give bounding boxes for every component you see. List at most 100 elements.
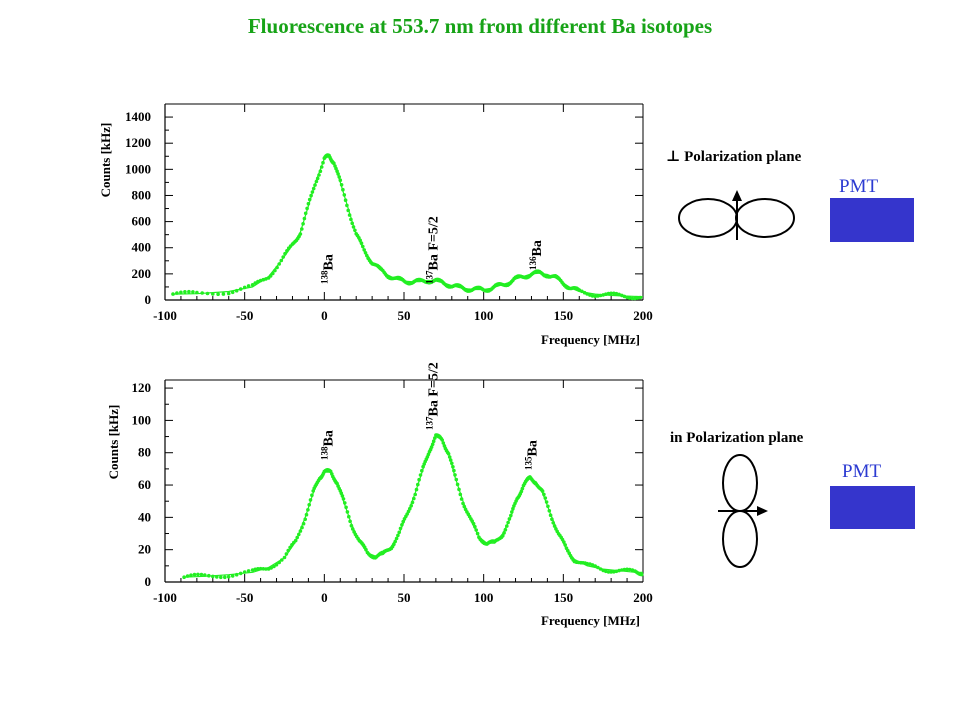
- data-point: [593, 294, 597, 299]
- data-point: [300, 227, 304, 231]
- isotope-mass-number: 137: [425, 270, 435, 284]
- data-point: [303, 211, 308, 216]
- data-point: [401, 519, 406, 524]
- data-point: [345, 510, 350, 514]
- polarization-label-top: ⊥ Polarization plane: [666, 149, 802, 165]
- data-point: [256, 279, 260, 284]
- data-point: [473, 524, 477, 529]
- y-tick-label: 0: [145, 574, 152, 589]
- data-point: [455, 482, 460, 487]
- data-point: [609, 570, 613, 574]
- x-tick-label: 200: [633, 308, 653, 323]
- data-point: [409, 504, 414, 508]
- data-point: [625, 567, 629, 572]
- y-tick-label: 800: [132, 187, 152, 202]
- data-point: [540, 489, 545, 493]
- radiation-lobe-left: [678, 198, 738, 238]
- data-point: [397, 530, 402, 535]
- data-point: [400, 523, 404, 527]
- data-point: [349, 523, 354, 528]
- data-point: [345, 203, 349, 208]
- y-axis-label: Counts [kHz]: [106, 405, 121, 480]
- radiation-lobe-lower: [722, 510, 758, 568]
- data-point: [310, 493, 314, 498]
- data-point: [273, 268, 277, 273]
- data-point: [182, 575, 186, 579]
- data-point: [195, 290, 199, 295]
- data-point: [271, 271, 275, 276]
- data-point: [200, 291, 204, 295]
- data-point: [308, 498, 313, 502]
- data-point: [238, 571, 243, 576]
- data-point: [295, 535, 300, 540]
- radiation-lobe-right: [735, 198, 795, 238]
- data-point: [272, 564, 276, 569]
- data-point: [462, 504, 467, 509]
- data-point: [300, 525, 304, 530]
- data-point: [242, 285, 247, 290]
- data-point: [306, 508, 310, 512]
- x-tick-label: 100: [474, 590, 494, 605]
- data-point: [361, 244, 365, 249]
- radiation-lobe-upper: [722, 454, 758, 512]
- isotope-name: Ba: [322, 254, 337, 270]
- y-tick-label: 60: [138, 477, 151, 492]
- data-point: [261, 567, 266, 571]
- data-point: [617, 568, 621, 573]
- fit-curve: [172, 155, 644, 298]
- data-point: [207, 573, 211, 578]
- isotope-name: Ba F=5/2: [427, 216, 442, 270]
- data-point: [234, 572, 239, 577]
- data-point: [511, 506, 515, 511]
- data-point: [234, 288, 239, 293]
- data-point: [503, 527, 508, 532]
- data-point: [562, 540, 566, 544]
- data-point: [332, 161, 336, 166]
- data-point: [509, 513, 513, 518]
- data-point: [310, 190, 315, 194]
- arrow-head-right-icon: [757, 506, 768, 516]
- data-point: [215, 575, 219, 579]
- y-tick-label: 100: [132, 412, 152, 427]
- isotope-name: Ba: [525, 440, 540, 456]
- data-point: [301, 521, 306, 526]
- data-point: [359, 241, 364, 245]
- data-point: [250, 568, 255, 572]
- data-point: [542, 492, 546, 497]
- data-point: [358, 238, 363, 243]
- data-point: [256, 567, 260, 571]
- y-tick-label: 200: [132, 266, 152, 281]
- data-point: [342, 193, 347, 197]
- data-point: [211, 574, 215, 579]
- data-point: [417, 477, 421, 482]
- data-point: [412, 496, 416, 501]
- data-point: [501, 534, 505, 538]
- peak-label: 135Ba: [523, 440, 540, 470]
- x-tick-label: 100: [474, 308, 494, 323]
- pmt-detector-bottom: [830, 486, 915, 529]
- data-point: [585, 292, 589, 296]
- data-point: [604, 292, 608, 297]
- x-tick-label: -50: [236, 590, 253, 605]
- data-point: [471, 521, 476, 526]
- data-point: [598, 293, 603, 298]
- data-point: [298, 232, 303, 236]
- data-point: [639, 572, 644, 577]
- data-point: [348, 519, 352, 524]
- data-point: [364, 547, 368, 552]
- data-point: [288, 545, 292, 550]
- data-point: [459, 497, 464, 501]
- data-point: [187, 289, 191, 294]
- data-point: [398, 526, 403, 531]
- data-point: [413, 492, 418, 497]
- data-point: [185, 574, 190, 578]
- x-tick-label: 150: [554, 308, 574, 323]
- data-point: [230, 290, 235, 295]
- data-point: [304, 512, 309, 517]
- data-point: [543, 496, 548, 500]
- data-point: [544, 500, 549, 504]
- data-point: [298, 529, 303, 533]
- data-point: [506, 520, 510, 525]
- data-point: [505, 524, 509, 528]
- chart-bottom: 0 20 40 60 80 100 120 -100 -50 0 50 100 150 200 Counts…: [106, 362, 653, 628]
